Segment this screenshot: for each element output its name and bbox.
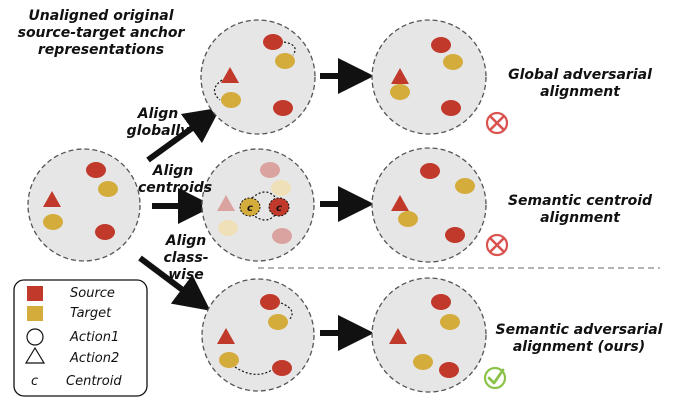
source-action1 — [431, 37, 451, 53]
target-action2 — [219, 352, 239, 368]
legend-action1-label: Action1 — [70, 330, 120, 345]
source-action1-2 — [441, 100, 461, 116]
source-action1-2 — [272, 360, 292, 376]
legend-centroid-symbol: c — [31, 374, 39, 389]
legend-target-swatch — [27, 306, 43, 321]
legend-centroid-label: Centroid — [66, 374, 122, 389]
faded-source-action2 — [217, 195, 235, 211]
faded-target-action2 — [218, 220, 238, 236]
cross-icon — [485, 111, 509, 135]
ours-result-circle — [371, 277, 487, 393]
legend-action2-shape — [24, 346, 46, 364]
source-action1-2 — [439, 362, 459, 378]
target-action1 — [455, 178, 475, 194]
legend-target-label: Target — [70, 306, 112, 321]
align-path — [251, 213, 277, 221]
ours-result-label: Semantic adversarial alignment (ours) — [495, 322, 663, 355]
target-action2 — [221, 92, 241, 108]
align-path — [213, 79, 223, 101]
align-path — [280, 302, 293, 321]
align-path — [234, 366, 273, 375]
target-action2 — [413, 354, 433, 370]
target-centroid-label: c — [247, 203, 253, 214]
target-action2 — [398, 211, 418, 227]
source-action2 — [391, 68, 409, 84]
cross-icon — [485, 233, 509, 257]
centroid-result-circle — [371, 147, 487, 263]
classwise-align-circle — [201, 278, 315, 392]
centroid-align-circle: c c — [201, 148, 315, 262]
source-action1 — [260, 294, 280, 310]
source-action1-2 — [95, 224, 115, 240]
target-action2 — [43, 214, 63, 230]
align-globally-label: Align globally — [126, 106, 190, 139]
align-path — [251, 191, 277, 199]
source-centroid-label: c — [276, 203, 282, 214]
align-classwise-label: Align class-wise — [163, 233, 209, 283]
global-result-circle — [371, 19, 487, 135]
arrow-align-classwise — [138, 255, 211, 311]
source-action1 — [431, 294, 451, 310]
unaligned-label: Unaligned original source-target anchor … — [17, 8, 185, 58]
legend — [13, 279, 148, 397]
target-action1 — [440, 314, 460, 330]
legend-action2-label: Action2 — [70, 351, 120, 366]
global-align-circle — [200, 19, 316, 135]
source-action2 — [221, 67, 239, 83]
source-action2 — [391, 195, 409, 211]
source-centroid — [268, 197, 290, 217]
faded-source-2 — [272, 228, 292, 244]
target-action1 — [443, 54, 463, 70]
original-distribution-circle — [27, 148, 141, 262]
target-action1 — [275, 53, 295, 69]
source-action2 — [43, 191, 61, 207]
align-centroids-label: Align centroids — [138, 163, 213, 196]
target-centroid — [239, 197, 261, 217]
source-action1 — [86, 162, 106, 178]
source-action1 — [420, 163, 440, 179]
legend-action1-shape — [26, 328, 44, 346]
legend-source-swatch — [27, 286, 43, 301]
source-action1-2 — [273, 100, 293, 116]
source-action1 — [263, 34, 283, 50]
check-icon — [483, 366, 507, 390]
source-action2 — [389, 328, 407, 344]
source-action1-2 — [445, 227, 465, 243]
legend-source-label: Source — [70, 286, 115, 301]
target-action1 — [98, 181, 118, 197]
target-action1 — [268, 314, 288, 330]
faded-source — [260, 162, 280, 178]
centroid-result-label: Semantic centroid alignment — [507, 193, 653, 226]
global-result-label: Global adversarial alignment — [508, 67, 652, 100]
source-action2 — [217, 328, 235, 344]
faded-target — [271, 180, 291, 196]
arrow-align-globally — [146, 107, 221, 163]
target-action2 — [390, 84, 410, 100]
